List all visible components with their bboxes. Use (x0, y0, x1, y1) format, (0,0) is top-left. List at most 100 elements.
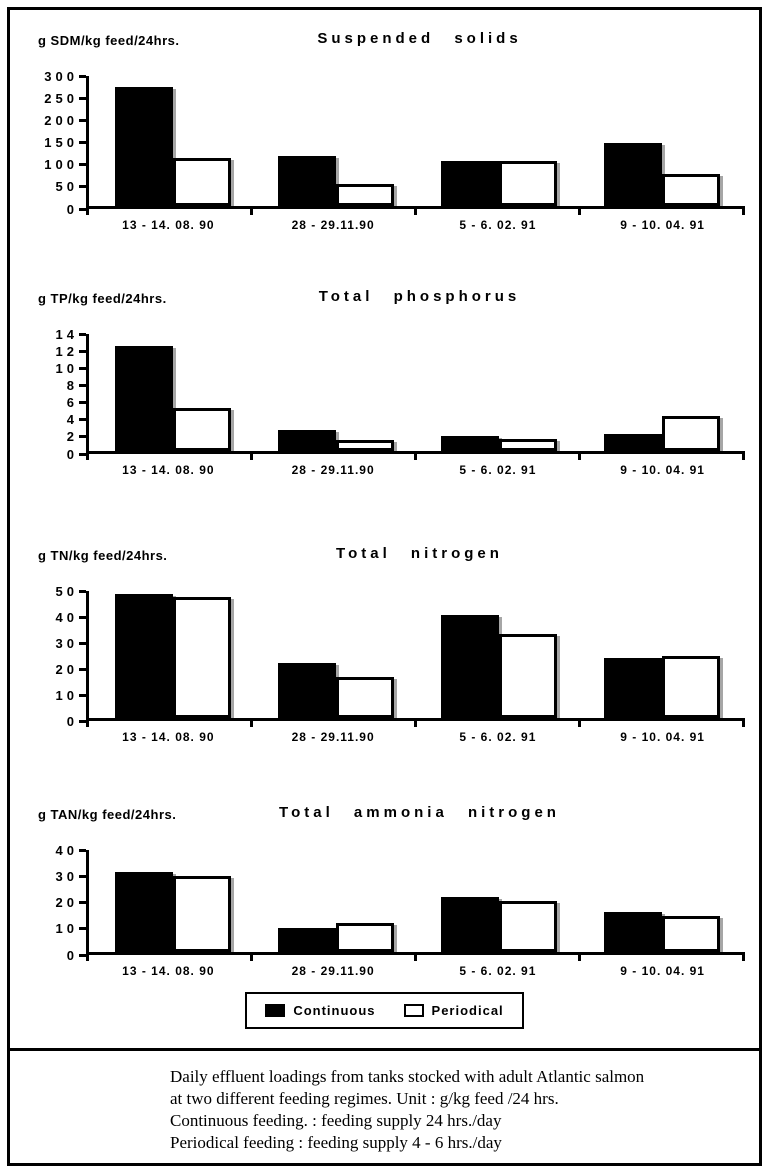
y-axis-tick: 50 (56, 178, 86, 196)
bar-group (114, 76, 231, 206)
bar-group (277, 591, 394, 718)
x-axis-ticks (86, 955, 745, 961)
x-axis-label: 13 - 14. 08. 90 (122, 463, 215, 477)
y-axis-tick-label: 200 (44, 112, 78, 128)
figure-frame: g SDM/kg feed/24hrs. Suspended solids 0 5… (7, 7, 762, 1166)
x-axis-tick (578, 209, 742, 215)
plot-column: 13 - 14. 08. 90 28 - 29.11.90 5 - 6. 02. 9… (86, 591, 745, 744)
plot-area (86, 76, 745, 209)
y-axis-tick: 20 (56, 660, 86, 678)
x-axis-tick (414, 955, 578, 961)
x-axis-label: 13 - 14. 08. 90 (122, 964, 215, 978)
y-axis-tick-mark (79, 349, 86, 353)
y-axis-tick: 2 (67, 428, 86, 446)
chart-title: Total phosphorus (318, 288, 521, 305)
bar-periodical (661, 655, 720, 718)
x-axis-tick (578, 721, 742, 727)
x-axis-label: 28 - 29.11.90 (291, 730, 375, 744)
y-axis-tick: 14 (56, 325, 86, 343)
y-axis-tick-label: 14 (55, 326, 78, 342)
chart-total-nitrogen: g TN/kg feed/24hrs. Total nitrogen 0 10 20… (24, 545, 745, 744)
y-axis-tick-label: 10 (55, 921, 78, 937)
y-axis-tick: 50 (56, 582, 86, 600)
bar-continuous (440, 897, 499, 952)
bar-periodical (172, 158, 231, 206)
y-axis-tick-label: 0 (66, 446, 78, 462)
y-axis-tick-mark (79, 693, 86, 697)
y-axis-tick-label: 50 (55, 179, 78, 195)
y-axis-tick: 300 (44, 67, 86, 85)
caption-section: Daily effluent loadings from tanks stock… (10, 1048, 759, 1163)
bar-group (603, 850, 720, 952)
y-axis-tick-label: 150 (44, 135, 78, 150)
bar-continuous (603, 143, 662, 206)
x-axis-label: 9 - 10. 04. 91 (620, 964, 705, 978)
y-axis-tick-mark (79, 874, 86, 878)
y-axis-tick: 0 (67, 946, 86, 964)
x-axis-tick (414, 454, 578, 460)
bar-continuous (114, 345, 173, 451)
bar-group (440, 850, 557, 952)
periodical-swatch-icon (403, 1004, 424, 1017)
legend-row: Continuous Periodical (24, 992, 745, 1029)
caption-line: Periodical feeding : feeding supply 4 - … (170, 1133, 502, 1153)
y-axis-tick-mark (79, 141, 86, 144)
y-axis-tick-mark (79, 163, 86, 167)
x-axis-label: 13 - 14. 08. 90 (122, 730, 215, 744)
y-axis-ticks: 0 10 20 30 40 50 (30, 584, 86, 729)
bar-periodical (172, 407, 231, 451)
y-axis-tick-label: 2 (66, 429, 78, 445)
y-axis-unit-label: g TAN/kg feed/24hrs. (38, 807, 177, 822)
bar-continuous (114, 871, 173, 952)
x-axis-tick (86, 454, 250, 460)
y-axis-unit-label: g TP/kg feed/24hrs. (38, 291, 167, 306)
plot-column: 13 - 14. 08. 90 28 - 29.11.90 5 - 6. 02. 9… (86, 76, 745, 232)
bar-continuous (603, 658, 662, 718)
plot-row: 0 10 20 30 40 13 - 14. 08. 90 28 - 29.11.90 5 … (24, 843, 745, 978)
chart-suspended-solids: g SDM/kg feed/24hrs. Suspended solids 0 5… (24, 30, 745, 232)
y-axis-tick: 6 (67, 394, 86, 412)
y-axis-tick-label: 4 (66, 412, 78, 428)
y-axis-tick: 40 (56, 841, 86, 859)
plot-column: 13 - 14. 08. 90 28 - 29.11.90 5 - 6. 02. 9… (86, 850, 745, 978)
y-axis-tick-label: 8 (66, 377, 78, 393)
y-axis-tick-mark (79, 383, 86, 387)
bar-periodical (172, 875, 231, 952)
y-axis-tick-label: 100 (44, 157, 78, 173)
plot-row: 0 2 4 6 8 10 12 14 13 - 14. 08. 90 28 - 29.11.90… (24, 327, 745, 477)
bar-group (277, 850, 394, 952)
x-axis-tick (414, 721, 578, 727)
chart-header: g TP/kg feed/24hrs. Total phosphorus (24, 288, 745, 312)
bar-group (277, 334, 394, 451)
bar-continuous (440, 160, 499, 206)
y-axis-tick: 150 (44, 134, 86, 152)
bar-periodical (661, 173, 720, 206)
caption-line: Continuous feeding. : feeding supply 24 … (170, 1111, 502, 1131)
y-axis-tick-mark (79, 366, 86, 370)
x-axis-tick (86, 209, 250, 215)
y-axis-tick-label: 300 (44, 68, 78, 84)
chart-title: Total nitrogen (336, 545, 503, 562)
x-axis-ticks (86, 454, 745, 460)
bar-group (603, 76, 720, 206)
bar-periodical (172, 597, 231, 718)
x-axis-labels: 13 - 14. 08. 90 28 - 29.11.90 5 - 6. 02. 9… (86, 463, 745, 477)
y-axis-tick-label: 0 (66, 201, 78, 217)
y-axis-tick-label: 0 (66, 713, 78, 729)
plot-area (86, 850, 745, 955)
x-axis-label: 9 - 10. 04. 91 (620, 463, 705, 477)
y-axis-tick-label: 0 (66, 947, 78, 963)
plot-column: 13 - 14. 08. 90 28 - 29.11.90 5 - 6. 02. 9… (86, 334, 745, 477)
bar-group (603, 591, 720, 718)
y-axis-tick-mark (79, 401, 86, 405)
bar-periodical (335, 922, 394, 952)
x-axis-ticks (86, 721, 745, 727)
y-axis-ticks: 0 2 4 6 8 10 12 14 (30, 327, 86, 462)
plot-area (86, 591, 745, 721)
bar-group (603, 334, 720, 451)
bar-group (114, 591, 231, 718)
y-axis-tick-label: 30 (55, 868, 78, 884)
y-axis-tick-label: 40 (55, 609, 78, 625)
y-axis-tick-mark (79, 332, 86, 336)
bar-continuous (114, 86, 173, 206)
